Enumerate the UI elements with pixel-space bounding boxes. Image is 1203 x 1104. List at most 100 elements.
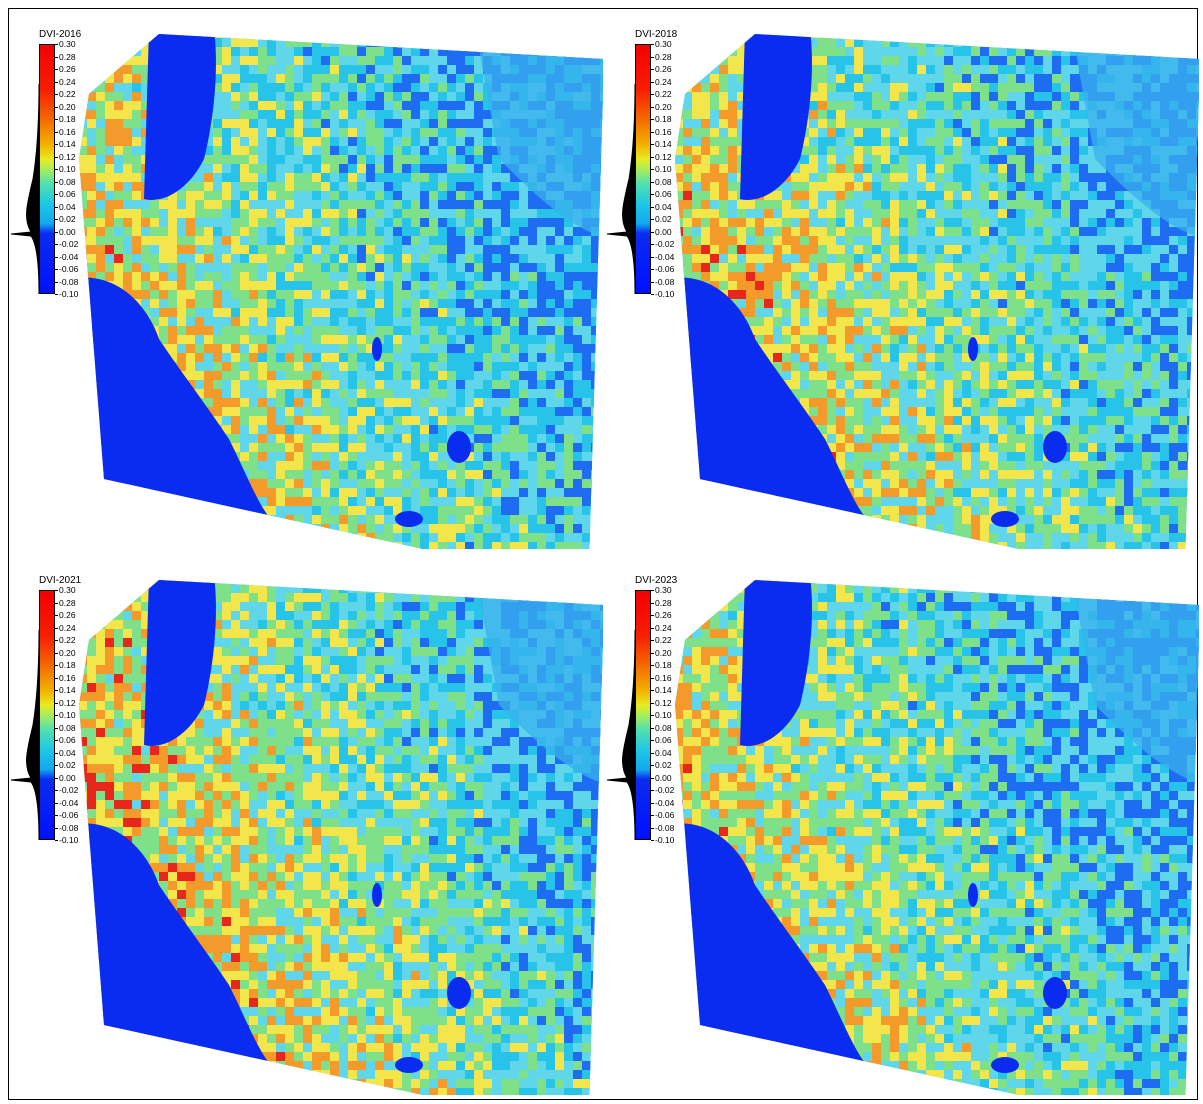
dvi-map-2016 [79, 34, 603, 549]
colorbar-legend: DVI-2016 0.30 0.28 0.26 0.24 0.22 0.20 0.18 0.1… [9, 9, 119, 309]
colorbar-tick-label: 0.14 [651, 686, 672, 695]
colorbar-tick-label: 0.00 [651, 227, 672, 236]
histogram-curve [10, 629, 40, 840]
histogram-curve [10, 83, 40, 294]
colorbar-tick-label: 0.08 [651, 723, 672, 732]
colorbar-tick-label: 0.20 [651, 648, 672, 657]
colorbar-tick-label: 0.30 [55, 586, 76, 595]
colorbar-tick-label: -0.06 [651, 811, 674, 820]
colorbar-tick-label: 0.08 [651, 177, 672, 186]
colorbar-tick-label: -0.04 [651, 252, 674, 261]
colorbar [635, 44, 651, 294]
colorbar-tick-label: 0.10 [651, 165, 672, 174]
colorbar-tick-label: -0.08 [55, 277, 78, 286]
colorbar-tick-label: 0.00 [55, 227, 76, 236]
colorbar-tick-label: 0.18 [55, 661, 76, 670]
map-panel-2018: DVI-2018 0.30 0.28 0.26 0.24 0.22 0.20 0.18 0.1… [605, 9, 1199, 549]
dvi-map-2018 [675, 34, 1199, 549]
colorbar-tick-label: 0.04 [55, 748, 76, 757]
colorbar-tick-label: 0.10 [55, 165, 76, 174]
colorbar-tick-label: 0.20 [651, 102, 672, 111]
panel-title: DVI-2016 [39, 29, 82, 40]
colorbar-tick-label: 0.02 [651, 215, 672, 224]
colorbar-tick-label: 0.02 [55, 215, 76, 224]
colorbar-tick-label: -0.08 [55, 823, 78, 832]
colorbar-tick-label: 0.30 [651, 586, 672, 595]
colorbar-tick-label: 0.16 [651, 673, 672, 682]
colorbar-tick-label: 0.24 [55, 623, 76, 632]
dvi-map-2021 [79, 580, 603, 1095]
colorbar-tick-label: -0.02 [651, 786, 674, 795]
panel-title: DVI-2021 [39, 575, 82, 586]
colorbar-tick-label: 0.26 [55, 65, 76, 74]
colorbar-tick-label: -0.10 [651, 290, 674, 299]
colorbar-tick-label: 0.20 [55, 102, 76, 111]
colorbar-tick-label: 0.02 [55, 761, 76, 770]
colorbar-tick-label: 0.22 [55, 90, 76, 99]
colorbar-tick-label: -0.02 [55, 240, 78, 249]
colorbar-tick-label: 0.08 [55, 177, 76, 186]
colorbar-tick-label: 0.22 [651, 90, 672, 99]
dvi-map-2023 [675, 580, 1199, 1095]
colorbar-tick-label: 0.30 [55, 40, 76, 49]
colorbar [635, 590, 651, 840]
colorbar-tick-label: 0.16 [55, 127, 76, 136]
colorbar-tick-label: 0.04 [651, 202, 672, 211]
colorbar-tick-label: 0.10 [651, 711, 672, 720]
colorbar-tick-label: 0.28 [55, 52, 76, 61]
colorbar-tick-label: 0.24 [651, 623, 672, 632]
colorbar-tick-label: 0.26 [651, 65, 672, 74]
colorbar-tick-label: 0.08 [55, 723, 76, 732]
colorbar-tick-label: 0.10 [55, 711, 76, 720]
histogram-shape [606, 629, 636, 840]
colorbar-tick-label: 0.02 [651, 761, 672, 770]
panel-title: DVI-2018 [635, 29, 678, 40]
colorbar-tick-label: 0.24 [55, 77, 76, 86]
map-panel-2023: DVI-2023 0.30 0.28 0.26 0.24 0.22 0.20 0.18 0.1… [605, 555, 1199, 1095]
colorbar-legend: DVI-2018 0.30 0.28 0.26 0.24 0.22 0.20 0.18 0.1… [605, 9, 715, 309]
colorbar-tick-label: -0.04 [55, 798, 78, 807]
colorbar-tick-label: 0.04 [55, 202, 76, 211]
colorbar-tick-label: -0.08 [651, 277, 674, 286]
colorbar-tick-label: 0.22 [651, 636, 672, 645]
colorbar-tick-label: 0.12 [651, 698, 672, 707]
colorbar-tick-label: -0.02 [55, 786, 78, 795]
colorbar-tick-label: -0.06 [55, 811, 78, 820]
panel-title: DVI-2023 [635, 575, 678, 586]
colorbar-ticks: 0.30 0.28 0.26 0.24 0.22 0.20 0.18 0.16 0.14 0.12… [651, 40, 711, 299]
histogram-shape [606, 83, 636, 294]
colorbar-tick-label: 0.06 [55, 190, 76, 199]
colorbar-tick-label: 0.20 [55, 648, 76, 657]
histogram-curve [606, 629, 636, 840]
colorbar-tick-label: -0.08 [651, 823, 674, 832]
colorbar-tick-label: 0.14 [651, 140, 672, 149]
histogram-shape [10, 83, 40, 294]
colorbar-tick-label: 0.18 [55, 115, 76, 124]
histogram-curve [606, 83, 636, 294]
colorbar-tick-label: -0.02 [651, 240, 674, 249]
colorbar-tick-label: 0.00 [651, 773, 672, 782]
map-panel-2016: DVI-2016 0.30 0.28 0.26 0.24 0.22 0.20 0.18 0.1… [9, 9, 603, 549]
colorbar-tick-label: 0.12 [651, 152, 672, 161]
colorbar-tick-label: 0.24 [651, 77, 672, 86]
colorbar-tick-label: 0.12 [55, 698, 76, 707]
colorbar-tick-label: 0.06 [55, 736, 76, 745]
colorbar-tick-label: -0.04 [55, 252, 78, 261]
colorbar-tick-label: 0.00 [55, 773, 76, 782]
colorbar-tick-label: 0.28 [55, 598, 76, 607]
colorbar-tick-label: 0.22 [55, 636, 76, 645]
colorbar-tick-label: 0.18 [651, 115, 672, 124]
colorbar-tick-label: 0.18 [651, 661, 672, 670]
colorbar-tick-label: 0.16 [55, 673, 76, 682]
colorbar-tick-label: 0.26 [55, 611, 76, 620]
figure-frame: DVI-2016 0.30 0.28 0.26 0.24 0.22 0.20 0.18 0.1… [8, 8, 1199, 1100]
colorbar-tick-label: 0.26 [651, 611, 672, 620]
colorbar-tick-label: 0.04 [651, 748, 672, 757]
colorbar-tick-label: 0.14 [55, 686, 76, 695]
colorbar-tick-label: -0.10 [651, 836, 674, 845]
colorbar-legend: DVI-2023 0.30 0.28 0.26 0.24 0.22 0.20 0.18 0.1… [605, 555, 715, 855]
histogram-shape [10, 629, 40, 840]
colorbar [39, 44, 55, 294]
colorbar-tick-label: 0.06 [651, 190, 672, 199]
map-panel-2021: DVI-2021 0.30 0.28 0.26 0.24 0.22 0.20 0.18 0.1… [9, 555, 603, 1095]
